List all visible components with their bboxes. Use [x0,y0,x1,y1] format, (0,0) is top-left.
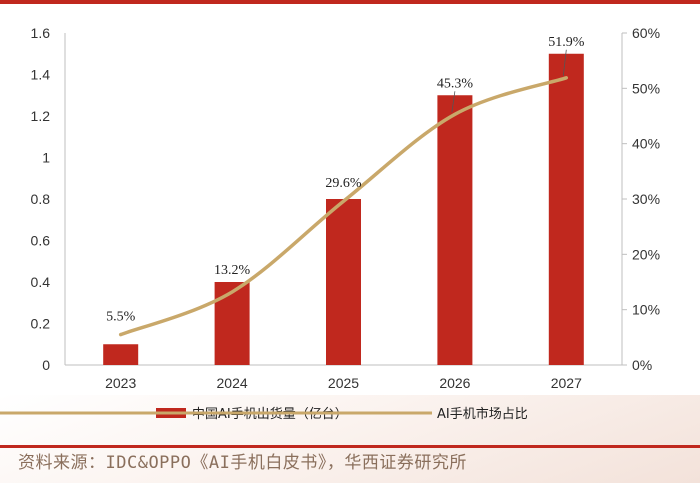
right-tick-label: 40% [632,136,660,152]
x-tick-label: 2023 [105,375,136,391]
bottom-rule [0,445,700,448]
share-data-label: 13.2% [214,263,251,278]
bar [326,199,361,365]
left-tick-label: 1 [42,150,50,166]
right-tick-label: 10% [632,302,660,318]
bar-series [103,53,584,365]
bar [103,344,139,365]
share-data-label: 29.6% [325,176,362,191]
right-tick-label: 30% [632,191,660,207]
chart: 0 0.2 0.4 0.6 0.8 1 1.2 1.4 1.6 0% 10% 20% 30% 40% 50… [0,25,660,422]
x-tick-label: 2027 [551,375,582,391]
left-tick-label: 1.4 [31,67,51,83]
legend: 中国AI手机出货量（亿台） AI手机市场占比 [0,406,528,422]
bar [437,95,473,365]
right-axis-ticks: 0% 10% 20% 30% 40% 50% 60% [622,25,660,373]
right-tick-label: 20% [632,246,660,262]
line-series [118,76,569,337]
right-tick-label: 50% [632,80,660,96]
label-leader [451,91,456,113]
data-labels: 5.5% 13.2% 29.6% 45.3% 51.9% [106,35,585,325]
left-tick-label: 0 [42,357,50,373]
x-tick-label: 2026 [439,375,470,391]
left-axis-ticks: 0 0.2 0.4 0.6 0.8 1 1.2 1.4 1.6 [31,25,51,373]
left-tick-label: 0.8 [31,191,51,207]
bar [548,53,584,365]
x-tick-label: 2025 [328,375,359,391]
left-tick-label: 0.6 [31,233,51,249]
bar [214,282,250,365]
footer-background [0,395,700,483]
share-data-label: 51.9% [548,35,585,50]
x-axis-ticks: 2023 2024 2025 2026 2027 [105,375,582,391]
source-note: 资料来源：IDC&OPPO《AI手机白皮书》，华西证券研究所 [18,453,467,473]
left-tick-label: 1.2 [31,108,51,124]
label-leader [562,49,567,76]
x-tick-label: 2024 [217,375,248,391]
left-tick-label: 1.6 [31,25,51,41]
right-tick-label: 60% [632,25,660,41]
top-rule [0,0,700,4]
share-data-label: 45.3% [437,76,474,91]
share-data-label: 5.5% [106,310,136,325]
share-line [118,76,569,337]
left-tick-label: 0.2 [31,316,51,332]
left-tick-label: 0.4 [31,274,51,290]
right-tick-label: 0% [632,357,652,373]
legend-label-line: AI手机市场占比 [437,406,528,422]
